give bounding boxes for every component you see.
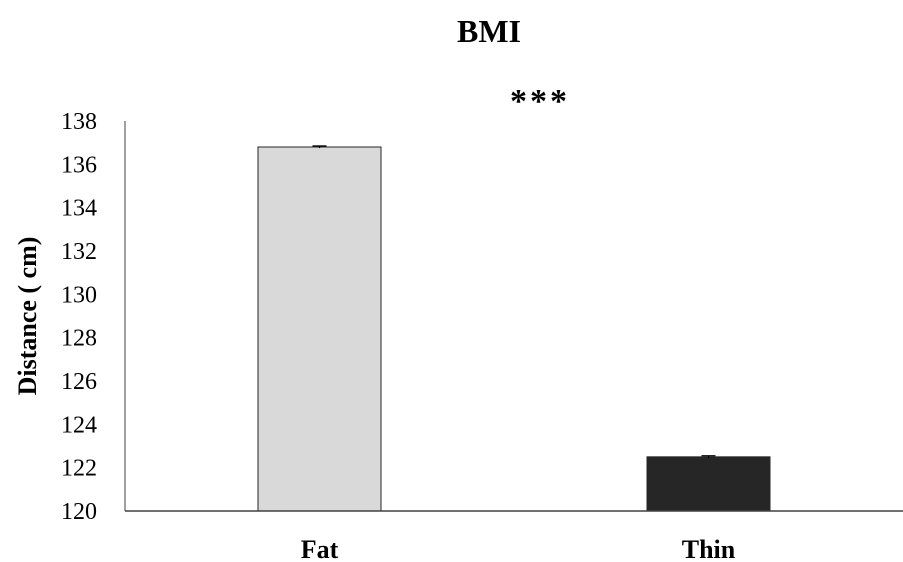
y-tick-label: 138 <box>61 109 97 135</box>
bar-fat <box>257 146 382 512</box>
y-tick-label: 120 <box>61 499 97 525</box>
category-label: Fat <box>301 535 339 562</box>
y-tick-label: 126 <box>61 369 97 395</box>
y-tick-label: 134 <box>61 196 97 222</box>
y-tick-label: 122 <box>61 456 97 482</box>
y-tick-label: 136 <box>61 152 97 178</box>
bar-thin <box>646 456 771 512</box>
chart-title: BMI <box>457 13 521 49</box>
y-tick-label: 132 <box>61 239 97 265</box>
y-tick-label: 124 <box>61 412 97 438</box>
significance-annotation: *** <box>510 83 570 120</box>
x-axis-categories: Fat Thin <box>301 535 736 562</box>
y-axis-label: Distance ( cm) <box>13 237 42 396</box>
bars <box>257 145 771 512</box>
category-label: Thin <box>682 535 736 562</box>
y-tick-label: 130 <box>61 282 97 308</box>
y-axis-ticks: 120 122 124 126 128 130 132 134 136 138 <box>61 109 97 525</box>
y-tick-label: 128 <box>61 326 97 352</box>
